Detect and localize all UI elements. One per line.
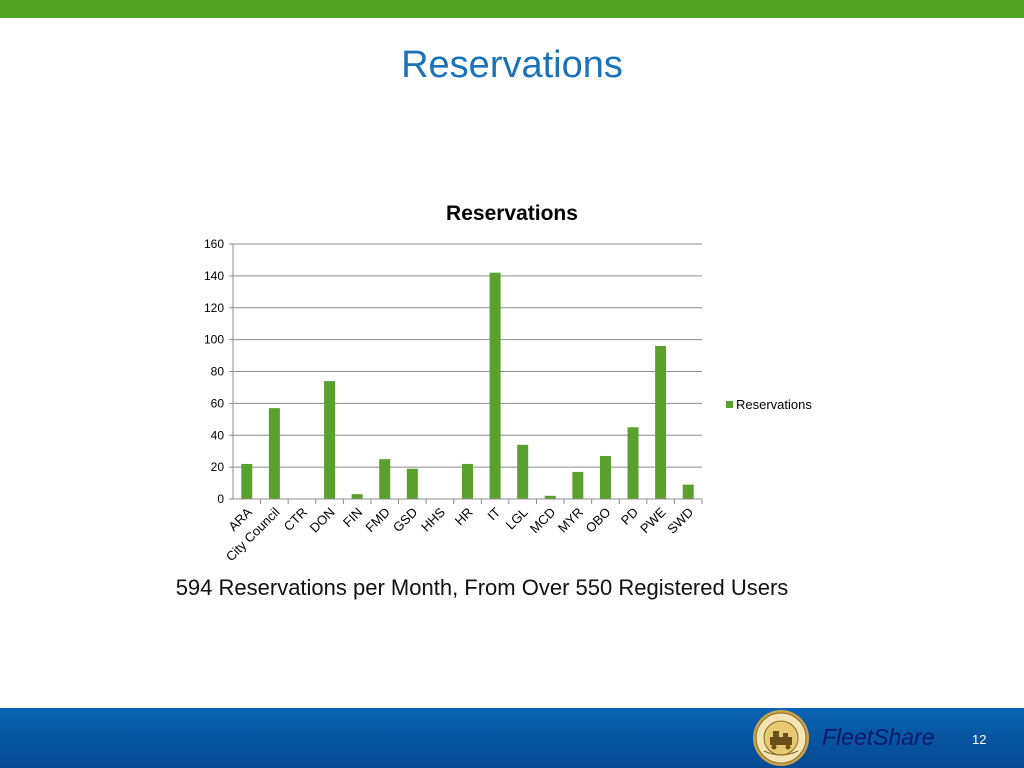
bar-city-council [268, 408, 280, 499]
x-tick-label: DON [307, 505, 338, 536]
bar-pwe [655, 346, 667, 499]
y-tick-label: 120 [204, 301, 224, 315]
y-tick-label: 80 [211, 365, 225, 379]
x-tick-label: HR [452, 505, 476, 529]
page-number: 12 [972, 732, 987, 747]
bar-obo [599, 455, 611, 499]
bar-gsd [406, 468, 418, 499]
x-tick-label: FMD [362, 505, 393, 536]
x-tick-label: SWD [664, 505, 696, 537]
bar-it [489, 272, 501, 499]
legend-label: Reservations [736, 397, 812, 412]
slide-caption: 594 Reservations per Month, From Over 55… [175, 575, 789, 600]
chart-title: Reservations [446, 202, 578, 225]
slide-title: Reservations [401, 44, 623, 86]
y-tick-label: 0 [217, 492, 224, 506]
top-accent-bar [0, 0, 1024, 18]
brand-name: FleetShare [822, 724, 935, 750]
x-tick-label: MCD [527, 505, 559, 537]
y-tick-label: 60 [211, 396, 225, 410]
city-seal-logo [753, 710, 809, 766]
bar-ara [241, 463, 253, 499]
chart-svg: Reservations020406080100120140160ARACity… [204, 202, 812, 564]
y-tick-label: 140 [204, 269, 224, 283]
y-tick-label: 20 [211, 460, 225, 474]
x-tick-label: PWE [637, 504, 669, 536]
x-tick-label: OBO [583, 505, 614, 536]
bar-fin [351, 494, 363, 499]
legend-swatch [726, 401, 733, 408]
bar-mcd [544, 495, 556, 499]
x-tick-label: LGL [503, 505, 531, 533]
bar-myr [572, 471, 584, 499]
bar-hr [462, 463, 473, 499]
x-tick-label: GSD [390, 505, 421, 536]
x-tick-label: FIN [340, 505, 365, 530]
x-tick-label: MYR [555, 505, 586, 536]
y-tick-label: 160 [204, 237, 224, 251]
bar-lgl [517, 444, 529, 499]
bar-don [324, 381, 336, 499]
x-tick-label: IT [484, 504, 503, 523]
x-tick-label: HHS [418, 504, 448, 534]
footer-bar [0, 708, 1024, 768]
bar-swd [682, 484, 694, 499]
bar-pd [627, 427, 639, 499]
x-tick-label: CTR [281, 505, 310, 534]
y-tick-label: 40 [211, 428, 225, 442]
bar-fmd [379, 459, 391, 499]
reservations-chart: Reservations 0 20 40 60 80 100 120 140 160 ARA City… [180, 185, 860, 585]
y-tick-label: 100 [204, 333, 224, 347]
